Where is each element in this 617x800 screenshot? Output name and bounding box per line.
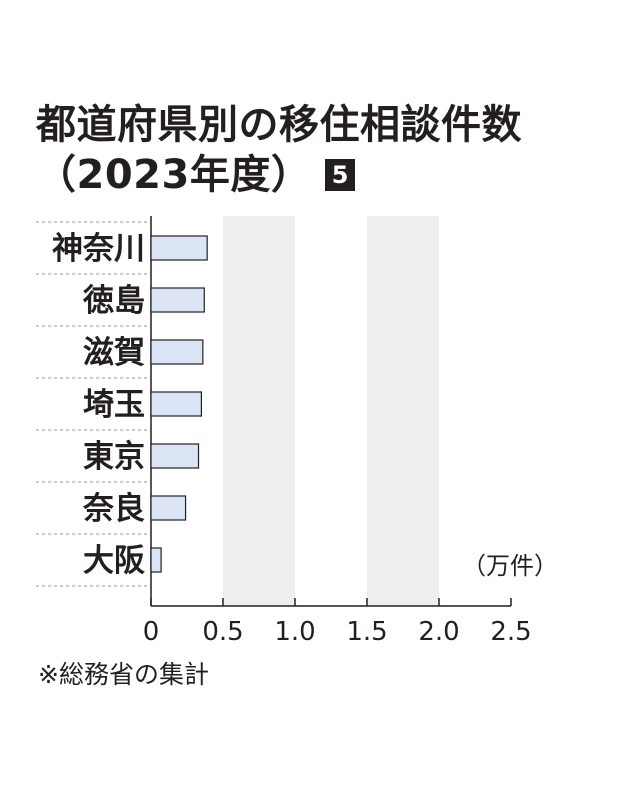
title-line-1: 都道府県別の移住相談件数	[36, 102, 522, 148]
category-label: 神奈川	[52, 231, 145, 267]
source-note: ※総務省の集計	[38, 660, 209, 689]
bar	[150, 339, 204, 365]
figure-number-badge: 5	[325, 159, 356, 191]
x-tick-label: 1.5	[346, 617, 387, 647]
chart-title: 都道府県別の移住相談件数 （2023年度） 5	[36, 100, 522, 200]
x-tick-label: 0	[143, 617, 160, 647]
title-line-2: （2023年度）	[36, 152, 312, 198]
category-label: 奈良	[82, 491, 145, 527]
unit-label: （万件）	[462, 552, 558, 580]
background-band	[223, 216, 295, 606]
category-label: 大阪	[83, 543, 145, 579]
x-tick-label: 2.5	[490, 617, 531, 647]
bar	[150, 443, 200, 469]
bar	[150, 287, 205, 313]
bar	[150, 547, 162, 573]
background-band	[367, 216, 439, 606]
x-tick-label: 2.0	[418, 617, 459, 647]
bar	[150, 235, 208, 261]
x-tick-label: 0.5	[202, 617, 243, 647]
category-label: 埼玉	[83, 387, 145, 423]
category-label: 東京	[83, 439, 145, 475]
category-label: 滋賀	[83, 335, 145, 371]
category-label: 徳島	[82, 283, 145, 319]
bar	[150, 495, 187, 521]
title-line-2-row: （2023年度） 5	[36, 150, 522, 200]
bar	[150, 391, 203, 417]
x-tick-label: 1.0	[274, 617, 315, 647]
